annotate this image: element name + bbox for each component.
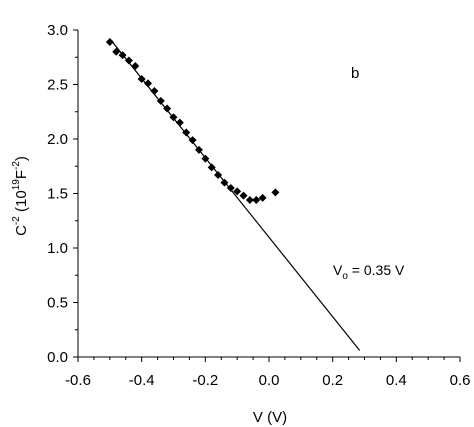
data-point — [137, 75, 146, 84]
data-point — [118, 51, 127, 60]
x-tick-label: 0.4 — [386, 372, 407, 389]
data-point — [105, 37, 114, 46]
x-tick-label: -0.2 — [192, 372, 218, 389]
y-tick-label: 1.5 — [47, 186, 68, 203]
data-point — [239, 191, 248, 200]
ylabel-mid: (10 — [13, 190, 30, 216]
data-point — [233, 187, 242, 196]
data-point — [207, 163, 216, 172]
axes: 0.0 0.5 1.0 1.5 2.0 2.5 3.0 -0.6 -0.4 -0.2 0.0 0.2 0… — [47, 22, 470, 389]
data-point — [169, 113, 178, 122]
data-point — [258, 193, 267, 202]
annotation-v0: Vo = 0.35 V — [333, 262, 405, 282]
ylabel-base: C — [13, 225, 30, 236]
data-point — [188, 136, 197, 145]
data-point — [156, 96, 165, 105]
data-point — [124, 56, 133, 65]
data-point — [150, 87, 159, 96]
data-point — [175, 118, 184, 127]
data-point — [226, 184, 235, 193]
ylabel-sup3: -2 — [11, 161, 22, 170]
ylabel-end: ) — [13, 156, 30, 161]
data-point — [252, 196, 261, 205]
x-tick-label: 0.6 — [450, 372, 471, 389]
data-point — [194, 145, 203, 154]
data-point — [201, 154, 210, 163]
data-points — [105, 37, 280, 205]
data-point — [182, 128, 191, 137]
y-tick-label: 3.0 — [47, 22, 68, 39]
ylabel-mid2: F — [13, 170, 30, 179]
data-point — [131, 61, 140, 70]
ylabel-sup2: 19 — [11, 179, 22, 191]
annotation-sub: o — [342, 271, 348, 282]
x-tick-label: -0.4 — [129, 372, 155, 389]
x-tick-label: 0.2 — [322, 372, 343, 389]
x-tick-label: 0.0 — [259, 372, 280, 389]
y-tick-label: 2.0 — [47, 131, 68, 148]
y-tick-label: 0.0 — [47, 349, 68, 366]
y-tick-label: 1.0 — [47, 240, 68, 257]
annotation-main: V — [333, 262, 343, 278]
x-tick-label: -0.6 — [65, 372, 91, 389]
data-point — [245, 196, 254, 205]
ylabel-sup1: -2 — [11, 216, 22, 225]
x-axis-title: V (V) — [253, 409, 287, 426]
data-point — [220, 178, 229, 187]
y-axis-title: C-2 (1019F-2) — [11, 156, 30, 236]
data-point — [214, 170, 223, 179]
data-point — [271, 188, 280, 197]
data-point — [144, 79, 153, 88]
y-tick-label: 0.5 — [47, 295, 68, 312]
data-point — [112, 47, 121, 56]
panel-label: b — [351, 65, 359, 82]
annotation-rest: = 0.35 V — [348, 262, 405, 278]
y-tick-label: 2.5 — [47, 77, 68, 94]
data-point — [163, 104, 172, 113]
